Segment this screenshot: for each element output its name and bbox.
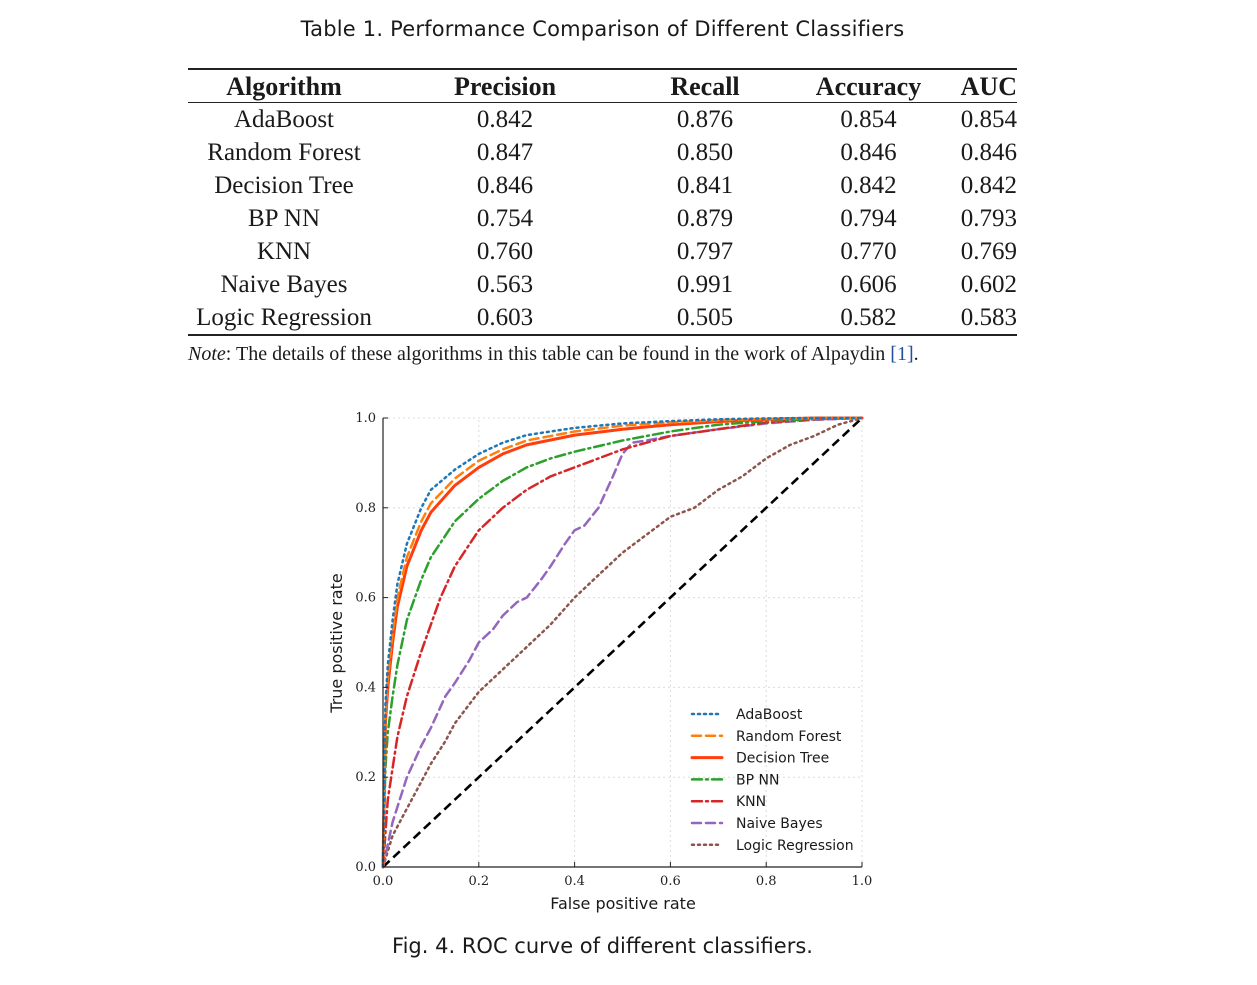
cell-accuracy: 0.770	[840, 238, 897, 265]
cell-auc: 0.602	[960, 271, 1017, 298]
note-lead: Note	[188, 343, 226, 365]
chart-axes	[382, 418, 862, 868]
table-row: Naive Bayes 0.563 0.991 0.606 0.602	[188, 268, 1017, 301]
cell-accuracy: 0.842	[840, 172, 897, 199]
series-line-naive-bayes	[381, 416, 864, 869]
x-tick-label: 0.8	[756, 874, 777, 889]
note-text: : The details of these algorithms in thi…	[225, 343, 891, 365]
legend-label: Naive Bayes	[736, 816, 823, 832]
cell-accuracy: 0.846	[840, 139, 897, 166]
table-row: Decision Tree 0.846 0.841 0.842 0.842	[188, 169, 1017, 202]
cell-algorithm: KNN	[256, 238, 312, 265]
cell-algorithm: BP NN	[247, 205, 320, 232]
cell-recall: 0.991	[676, 271, 734, 298]
cell-auc: 0.842	[960, 172, 1017, 199]
cell-auc: 0.846	[960, 139, 1017, 166]
table-row: Random Forest 0.847 0.850 0.846 0.846	[188, 136, 1017, 169]
cell-algorithm: Decision Tree	[214, 172, 354, 199]
header-precision: Precision	[453, 72, 557, 101]
figure-caption: Fig. 4. ROC curve of different classifie…	[392, 934, 813, 958]
x-tick-label: 0.6	[660, 874, 681, 889]
cell-algorithm: AdaBoost	[234, 106, 334, 133]
citation-link[interactable]: [1]	[890, 343, 914, 365]
cell-recall: 0.876	[676, 106, 734, 133]
cell-algorithm: Random Forest	[207, 139, 361, 166]
cell-recall: 0.850	[676, 139, 734, 166]
cell-recall: 0.841	[676, 172, 734, 199]
y-tick-label: 0.6	[355, 591, 376, 606]
legend-label: KNN	[736, 794, 766, 810]
header-recall: Recall	[670, 72, 740, 101]
table-row: AdaBoost 0.842 0.876 0.854 0.854	[188, 103, 1017, 137]
cell-precision: 0.842	[476, 106, 534, 133]
x-axis-label: False positive rate	[550, 894, 696, 913]
cell-precision: 0.760	[476, 238, 534, 265]
y-tick-label: 0.8	[355, 501, 376, 516]
cell-recall: 0.505	[630, 301, 780, 336]
header-algorithm: Algorithm	[226, 72, 342, 101]
y-axis-label: True positive rate	[327, 573, 346, 713]
legend-label: BP NN	[736, 772, 779, 788]
table-row: Logic Regression 0.603 0.505 0.582 0.583	[188, 301, 1017, 336]
series-line-random-forest	[381, 416, 864, 869]
note-end: .	[913, 343, 919, 365]
legend-label: Random Forest	[736, 729, 842, 745]
series-line-knn	[381, 416, 864, 869]
reference-diagonal-line	[382, 417, 863, 868]
y-tick-label: 0.0	[355, 860, 376, 875]
y-tick-label: 0.4	[355, 680, 376, 695]
x-tick-label: 1.0	[852, 874, 873, 889]
series-line-logic-regression	[381, 416, 864, 869]
header-accuracy: Accuracy	[815, 72, 922, 101]
cell-algorithm: Naive Bayes	[220, 271, 348, 298]
cell-auc: 0.793	[960, 205, 1017, 232]
table-row: KNN 0.760 0.797 0.770 0.769	[188, 235, 1017, 268]
table-caption: Table 1. Performance Comparison of Diffe…	[300, 17, 905, 41]
header-auc: AUC	[960, 72, 1017, 101]
cell-precision: 0.846	[476, 172, 534, 199]
table-note: Note: The details of these algorithms in…	[188, 343, 919, 366]
cell-auc: 0.769	[960, 238, 1017, 265]
series-line-adaboost	[381, 416, 864, 869]
chart-ticks: 0.0 0.2 0.4 0.6 0.8 1.0 0.0 0.2 0.4 0.6 0.8 1.0	[355, 411, 872, 889]
legend-label: AdaBoost	[736, 707, 803, 723]
cell-precision: 0.603	[380, 301, 630, 336]
table-row: BP NN 0.754 0.879 0.794 0.793	[188, 202, 1017, 235]
cell-accuracy: 0.582	[780, 301, 957, 336]
cell-accuracy: 0.606	[840, 271, 897, 298]
cell-accuracy: 0.854	[840, 106, 897, 133]
cell-precision: 0.563	[476, 271, 534, 298]
cell-precision: 0.847	[476, 139, 534, 166]
chart-series-layer	[381, 416, 864, 869]
legend-label: Decision Tree	[736, 751, 829, 767]
chart-reference-layer	[382, 417, 863, 868]
cell-precision: 0.754	[476, 205, 534, 232]
cell-recall: 0.879	[676, 205, 734, 232]
x-tick-label: 0.0	[373, 874, 394, 889]
results-table: Algorithm Precision Recall Accuracy AUC …	[188, 68, 1017, 336]
cell-auc: 0.583	[957, 301, 1017, 336]
y-tick-label: 1.0	[355, 411, 376, 426]
cell-accuracy: 0.794	[840, 205, 897, 232]
series-line-bp-nn	[381, 416, 864, 869]
cell-algorithm: Logic Regression	[188, 301, 380, 336]
x-tick-label: 0.2	[468, 874, 489, 889]
x-tick-label: 0.4	[564, 874, 585, 889]
cell-auc: 0.854	[960, 106, 1017, 133]
chart-legend: AdaBoost Random Forest Decision Tree BP NN K…	[690, 707, 854, 854]
table-header-row: Algorithm Precision Recall Accuracy AUC	[188, 69, 1017, 103]
cell-recall: 0.797	[676, 238, 734, 265]
y-tick-label: 0.2	[355, 770, 376, 785]
legend-label: Logic Regression	[736, 838, 854, 854]
